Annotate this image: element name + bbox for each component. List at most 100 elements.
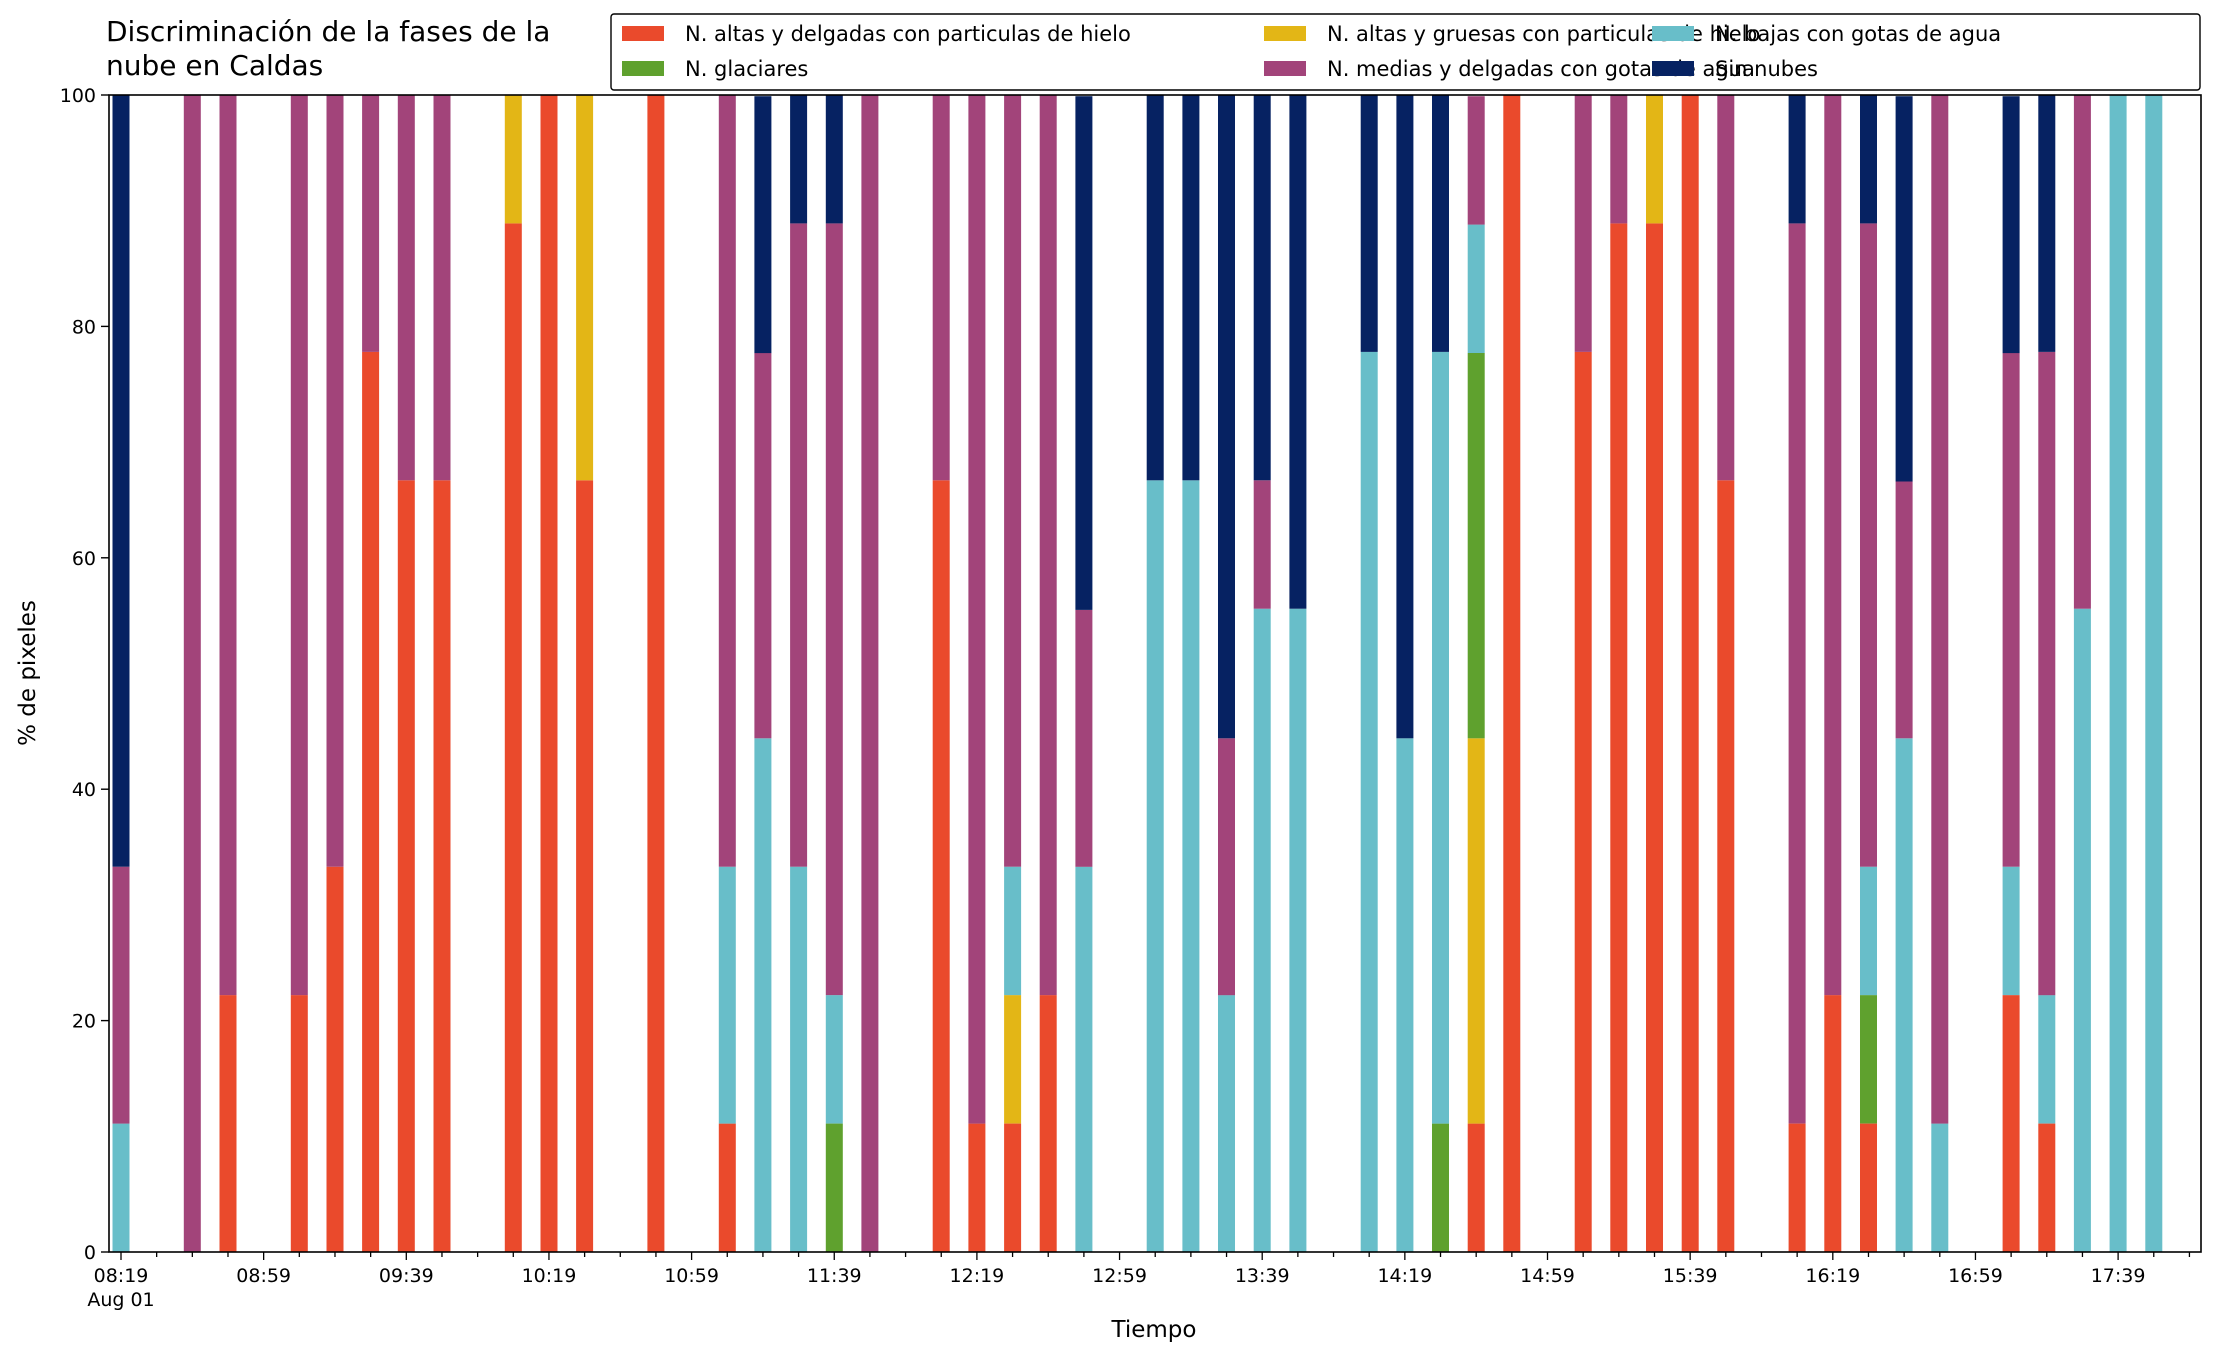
legend-label-n-glaciares: N. glaciares <box>685 57 808 81</box>
legend-swatch-n-altas-y-gruesas-con-particulas-de-hielo <box>1264 26 1306 41</box>
y-axis-label: % de pixeles <box>15 600 41 746</box>
bar-segment-n-medias-y-delgadas-con-gotas-de-agua-1109 <box>718 95 736 867</box>
bar-segment-n-bajas-con-gotas-de-agua-1439 <box>1467 224 1485 353</box>
x-tick-label: 15:39 <box>1663 1265 1718 1287</box>
bar-segment-n-altas-y-delgadas-con-particulas-de-hielo-1529 <box>1646 223 1663 1252</box>
y-tick-label: 0 <box>84 1242 96 1264</box>
bar-segment-n-medias-y-delgadas-con-gotas-de-agua-0949 <box>433 95 451 481</box>
bar-segment-n-altas-y-delgadas-con-particulas-de-hielo-1209 <box>932 480 950 1252</box>
bar-segment-sin-nubes-1609 <box>1788 95 1806 224</box>
x-tick-label: 12:19 <box>950 1265 1005 1287</box>
x-tick-date-label: Aug 01 <box>87 1289 154 1311</box>
legend-label-n-bajas-con-gotas-de-agua: N. bajas con gotas de agua <box>1715 22 2001 46</box>
bar-segment-n-altas-y-delgadas-con-particulas-de-hielo-1719 <box>2038 1123 2056 1252</box>
bar-segment-n-altas-y-delgadas-con-particulas-de-hielo-1029 <box>576 480 594 1252</box>
bar-segment-n-bajas-con-gotas-de-agua-1309 <box>1146 480 1164 1252</box>
bar-segment-n-medias-y-delgadas-con-gotas-de-agua-1619 <box>1824 95 1842 996</box>
bar-segment-sin-nubes-1119 <box>754 96 772 354</box>
bar-segment-sin-nubes-1329 <box>1218 95 1235 739</box>
bar-segment-n-medias-y-delgadas-con-gotas-de-agua-1139 <box>825 223 843 996</box>
x-tick-label: 17:39 <box>2091 1265 2146 1287</box>
bar-segment-n-medias-y-delgadas-con-gotas-de-agua-1219 <box>968 95 986 1124</box>
x-tick-label: 08:19 <box>94 1265 149 1287</box>
bar-segment-n-medias-y-delgadas-con-gotas-de-agua-1729 <box>2073 95 2091 609</box>
bar-segment-n-altas-y-delgadas-con-particulas-de-hielo-1609 <box>1788 1123 1806 1252</box>
bar-segment-n-altas-y-delgadas-con-particulas-de-hielo-1439 <box>1467 1123 1485 1252</box>
bar-segment-n-altas-y-delgadas-con-particulas-de-hielo-1229 <box>1004 1123 1022 1252</box>
bar-segment-n-bajas-con-gotas-de-agua-1419 <box>1396 738 1414 1252</box>
bar-segment-n-bajas-con-gotas-de-agua-1429 <box>1432 351 1449 1124</box>
bar-segment-n-medias-y-delgadas-con-gotas-de-agua-0919 <box>326 95 344 867</box>
bars-layer <box>112 95 2163 1252</box>
x-tick-label: 14:19 <box>1377 1265 1432 1287</box>
bar-segment-n-altas-y-delgadas-con-particulas-de-hielo-1509 <box>1574 351 1592 1252</box>
bar-segment-n-altas-y-delgadas-con-particulas-de-hielo-1049 <box>647 95 665 1252</box>
bar-segment-n-medias-y-delgadas-con-gotas-de-agua-1609 <box>1788 223 1806 1124</box>
x-tick-label: 14:59 <box>1520 1265 1575 1287</box>
bar-segment-n-medias-y-delgadas-con-gotas-de-agua-1519 <box>1610 95 1628 224</box>
bar-segment-n-bajas-con-gotas-de-agua-1739 <box>2109 95 2127 1252</box>
x-tick-label: 09:39 <box>379 1265 434 1287</box>
bar-segment-n-altas-y-delgadas-con-particulas-de-hielo-1619 <box>1824 995 1842 1252</box>
bar-segment-n-glaciares-1429 <box>1432 1123 1449 1252</box>
bar-segment-n-medias-y-delgadas-con-gotas-de-agua-1629 <box>1860 223 1877 867</box>
legend-label-n-altas-y-delgadas-con-particulas-de-hielo: N. altas y delgadas con particulas de hi… <box>685 22 1131 46</box>
legend-label-sin-nubes: Sin nubes <box>1715 57 1818 81</box>
bar-segment-n-medias-y-delgadas-con-gotas-de-agua-1709 <box>2002 353 2020 867</box>
bar-segment-n-altas-y-delgadas-con-particulas-de-hielo-1109 <box>718 1123 736 1252</box>
bar-segment-n-glaciares-1439 <box>1467 353 1485 739</box>
bar-segment-n-altas-y-gruesas-con-particulas-de-hielo-1529 <box>1646 95 1663 224</box>
bar-segment-n-medias-y-delgadas-con-gotas-de-agua-1439 <box>1467 96 1485 225</box>
chart-title-line-1: Discriminación de la fases de la <box>106 15 550 48</box>
bar-segment-n-medias-y-delgadas-con-gotas-de-agua-1249 <box>1075 609 1093 867</box>
legend-label-n-altas-y-gruesas-con-particulas-de-hielo: N. altas y gruesas con particulas de hie… <box>1327 22 1760 46</box>
bar-segment-sin-nubes-0819 <box>112 95 130 867</box>
bar-segment-n-bajas-con-gotas-de-agua-1109 <box>718 866 736 1124</box>
bar-segment-n-altas-y-delgadas-con-particulas-de-hielo-1539 <box>1681 95 1699 1252</box>
bar-segment-sin-nubes-1139 <box>825 95 843 224</box>
bar-segment-sin-nubes-1629 <box>1860 95 1877 224</box>
bar-segment-n-medias-y-delgadas-con-gotas-de-agua-0909 <box>290 95 308 996</box>
bar-segment-n-medias-y-delgadas-con-gotas-de-agua-1549 <box>1717 95 1735 481</box>
legend-frame <box>610 13 2201 91</box>
bar-segment-sin-nubes-1129 <box>790 95 808 224</box>
bar-segment-n-bajas-con-gotas-de-agua-1719 <box>2038 995 2056 1124</box>
bar-segment-n-altas-y-delgadas-con-particulas-de-hielo-1449 <box>1503 95 1521 1252</box>
x-tick-label: 16:59 <box>1948 1265 2003 1287</box>
x-tick-label: 12:59 <box>1092 1265 1147 1287</box>
bar-segment-n-bajas-con-gotas-de-agua-1139 <box>825 995 843 1124</box>
chart-title: Discriminación de la fases de la nube en… <box>106 15 559 82</box>
y-tick-label: 60 <box>72 548 96 570</box>
bar-segment-n-bajas-con-gotas-de-agua-1339 <box>1253 608 1271 1252</box>
bar-segment-n-bajas-con-gotas-de-agua-1229 <box>1004 866 1022 996</box>
bar-segment-n-altas-y-delgadas-con-particulas-de-hielo-1219 <box>968 1123 986 1252</box>
bar-segment-sin-nubes-1719 <box>2038 95 2056 352</box>
bar-segment-n-altas-y-delgadas-con-particulas-de-hielo-0949 <box>433 480 451 1252</box>
bar-segment-n-bajas-con-gotas-de-agua-1249 <box>1075 866 1093 1252</box>
legend: N. altas y delgadas con particulas de hi… <box>610 13 2201 91</box>
bar-segment-n-altas-y-delgadas-con-particulas-de-hielo-1519 <box>1610 223 1628 1252</box>
bar-segment-n-medias-y-delgadas-con-gotas-de-agua-1229 <box>1004 95 1022 867</box>
bar-segment-n-glaciares-1629 <box>1860 995 1877 1124</box>
bar-segment-n-altas-y-delgadas-con-particulas-de-hielo-0939 <box>397 480 415 1252</box>
legend-swatch-n-medias-y-delgadas-con-gotas-de-agua <box>1264 61 1306 76</box>
bar-segment-n-medias-y-delgadas-con-gotas-de-agua-1209 <box>932 95 950 481</box>
bar-segment-n-bajas-con-gotas-de-agua-1639 <box>1895 738 1913 1252</box>
bar-segment-n-bajas-con-gotas-de-agua-1729 <box>2073 608 2091 1252</box>
bar-segment-n-altas-y-gruesas-con-particulas-de-hielo-1029 <box>576 95 594 481</box>
x-tick-label: 11:39 <box>807 1265 862 1287</box>
bar-segment-sin-nubes-1429 <box>1432 95 1449 352</box>
bar-segment-sin-nubes-1309 <box>1146 95 1164 481</box>
bar-segment-n-bajas-con-gotas-de-agua-1129 <box>790 866 808 1252</box>
bar-segment-n-medias-y-delgadas-con-gotas-de-agua-1509 <box>1574 95 1592 352</box>
bar-segment-n-bajas-con-gotas-de-agua-1709 <box>2002 866 2020 996</box>
bar-segment-n-medias-y-delgadas-con-gotas-de-agua-1129 <box>790 223 808 867</box>
bar-segment-sin-nubes-1639 <box>1895 96 1913 482</box>
x-tick-label: 10:19 <box>522 1265 577 1287</box>
bar-segment-n-medias-y-delgadas-con-gotas-de-agua-1329 <box>1218 738 1235 996</box>
bar-segment-n-bajas-con-gotas-de-agua-1329 <box>1218 995 1235 1252</box>
bar-segment-n-altas-y-delgadas-con-particulas-de-hielo-0919 <box>326 866 344 1252</box>
x-axis-label: Tiempo <box>1111 1317 1197 1343</box>
bar-segment-n-bajas-con-gotas-de-agua-1349 <box>1289 608 1307 1252</box>
